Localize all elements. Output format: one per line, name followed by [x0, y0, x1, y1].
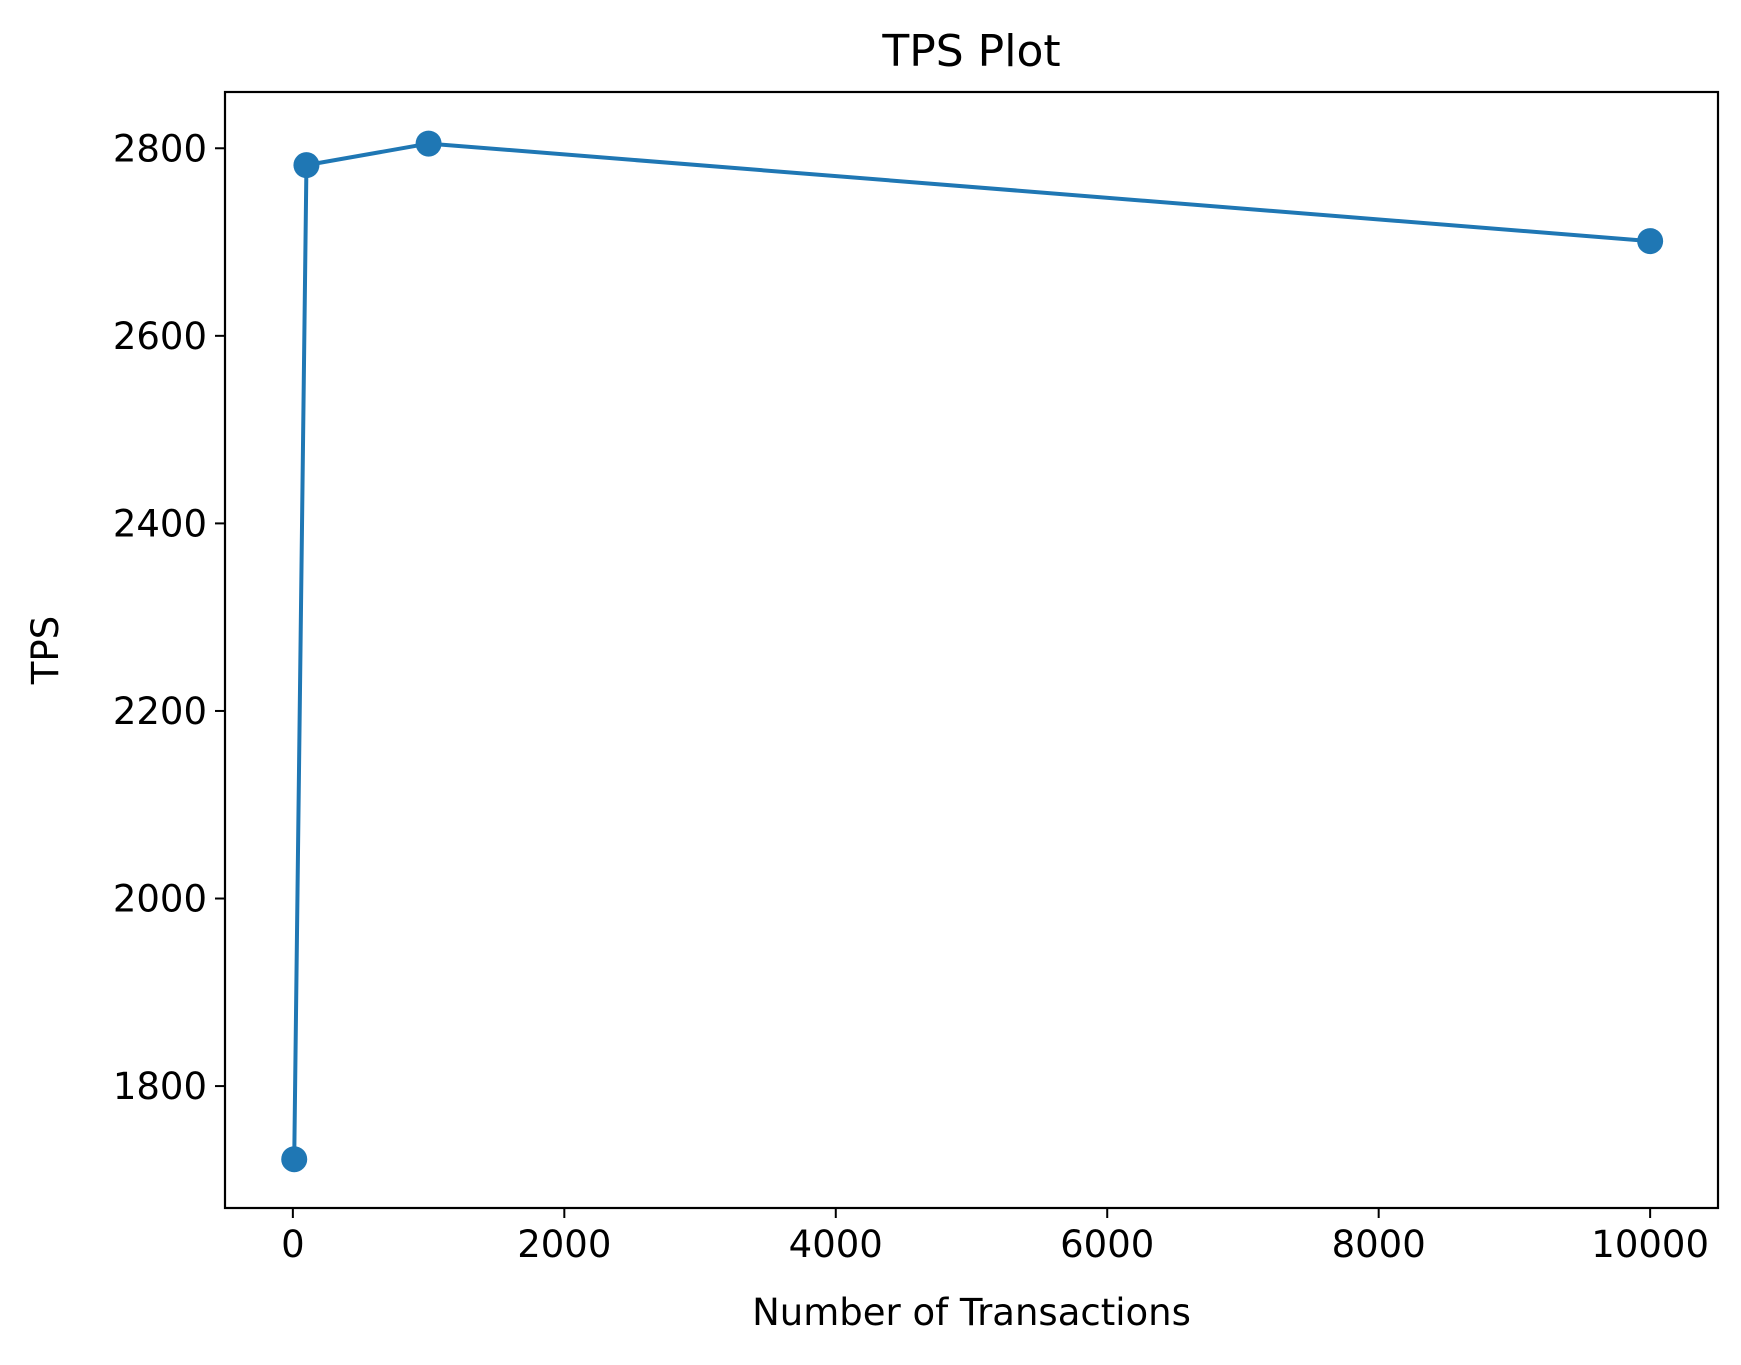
plot-frame: [223, 90, 1720, 1210]
y-tick-label: 2800: [113, 127, 207, 170]
chart-title: TPS Plot: [881, 26, 1060, 77]
x-tick-label: 0: [281, 1223, 305, 1266]
y-axis-label: TPS: [24, 616, 67, 685]
y-tick-label: 1800: [113, 1065, 207, 1108]
x-axis-label: Number of Transactions: [752, 1291, 1191, 1334]
y-tick-label: 2400: [113, 502, 207, 545]
y-axis-ticks: 1800 2000 2200 2400 2600 2800: [113, 127, 225, 1108]
x-tick-label: 4000: [789, 1223, 883, 1266]
data-point-marker: [415, 130, 442, 157]
y-tick-label: 2000: [113, 878, 207, 921]
data-point-marker: [281, 1146, 308, 1173]
x-tick-label: 6000: [1060, 1223, 1154, 1266]
x-tick-label: 8000: [1332, 1223, 1426, 1266]
series-line: [292, 141, 1653, 1162]
data-point-marker: [1637, 228, 1664, 255]
x-axis-ticks: 0 2000 4000 6000 8000 10000: [281, 1208, 1709, 1266]
y-tick-label: 2600: [113, 315, 207, 358]
y-tick-label: 2200: [113, 690, 207, 733]
series-layer: [281, 130, 1664, 1173]
x-tick-label: 2000: [517, 1223, 611, 1266]
x-tick-label: 10000: [1591, 1223, 1709, 1266]
data-point-marker: [293, 152, 320, 179]
